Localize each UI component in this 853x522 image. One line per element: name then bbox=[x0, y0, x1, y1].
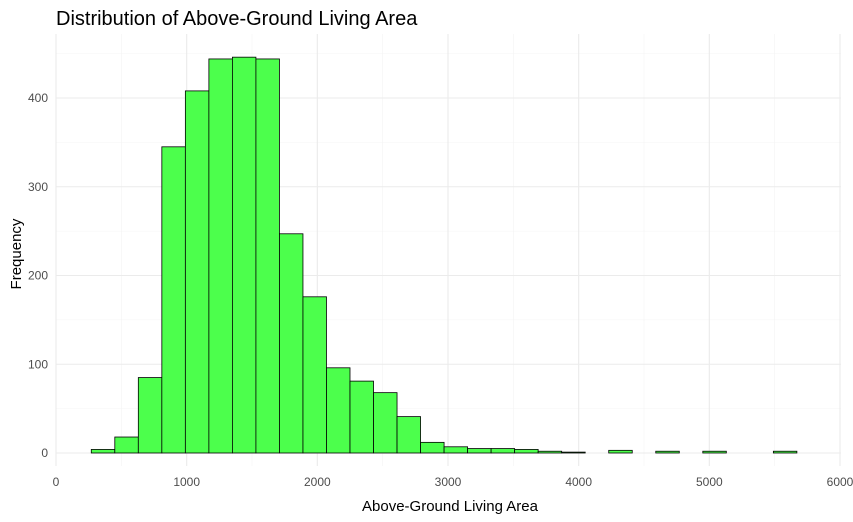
chart-title: Distribution of Above-Ground Living Area bbox=[56, 8, 418, 30]
histogram-bar-16 bbox=[467, 448, 492, 454]
histogram-bar-22 bbox=[608, 449, 633, 454]
y-axis-ticks: 0 100 200 300 400 bbox=[28, 91, 48, 460]
x-tick-label: 3000 bbox=[435, 475, 462, 489]
x-axis-ticks: 0 1000 2000 3000 4000 5000 6000 bbox=[53, 475, 853, 489]
histogram-bar-0 bbox=[90, 449, 116, 454]
histogram-bar-2 bbox=[137, 377, 163, 454]
histogram-bar-6 bbox=[231, 56, 257, 454]
histogram-bar-5 bbox=[208, 58, 233, 454]
x-tick-label: 2000 bbox=[304, 475, 331, 489]
histogram-bar-4 bbox=[184, 90, 210, 454]
x-tick-label: 1000 bbox=[173, 475, 200, 489]
histogram-bar-13 bbox=[396, 416, 421, 454]
histogram-bar-1 bbox=[114, 436, 139, 454]
histogram-bar-3 bbox=[161, 146, 186, 454]
x-tick-label: 0 bbox=[53, 475, 60, 489]
histogram-bar-19 bbox=[537, 450, 563, 454]
y-tick-label: 400 bbox=[28, 91, 48, 105]
x-axis-label: Above-Ground Living Area bbox=[362, 498, 539, 515]
histogram-bar-7 bbox=[255, 58, 280, 454]
histogram-bar-18 bbox=[514, 449, 539, 454]
y-tick-label: 100 bbox=[28, 357, 48, 371]
x-tick-label: 5000 bbox=[696, 475, 723, 489]
histogram-bar-9 bbox=[302, 296, 327, 454]
histogram-bar-10 bbox=[326, 367, 351, 454]
histogram-bar-14 bbox=[420, 441, 445, 454]
histogram-bar-20 bbox=[561, 451, 586, 454]
histogram-bar-12 bbox=[373, 392, 398, 454]
histogram-bar-24 bbox=[655, 450, 680, 454]
x-tick-label: 6000 bbox=[827, 475, 853, 489]
y-axis-label: Frequency bbox=[8, 218, 25, 289]
histogram-bars bbox=[90, 56, 798, 454]
histogram-bar-15 bbox=[443, 446, 468, 454]
histogram-bar-26 bbox=[702, 450, 727, 454]
y-tick-label: 0 bbox=[41, 446, 48, 460]
histogram-bar-11 bbox=[349, 380, 374, 454]
histogram-bar-8 bbox=[279, 233, 304, 454]
y-tick-label: 300 bbox=[28, 180, 48, 194]
histogram-bar-17 bbox=[490, 448, 516, 454]
x-tick-label: 4000 bbox=[565, 475, 592, 489]
y-tick-label: 200 bbox=[28, 269, 48, 283]
histogram-bar-29 bbox=[772, 450, 798, 454]
